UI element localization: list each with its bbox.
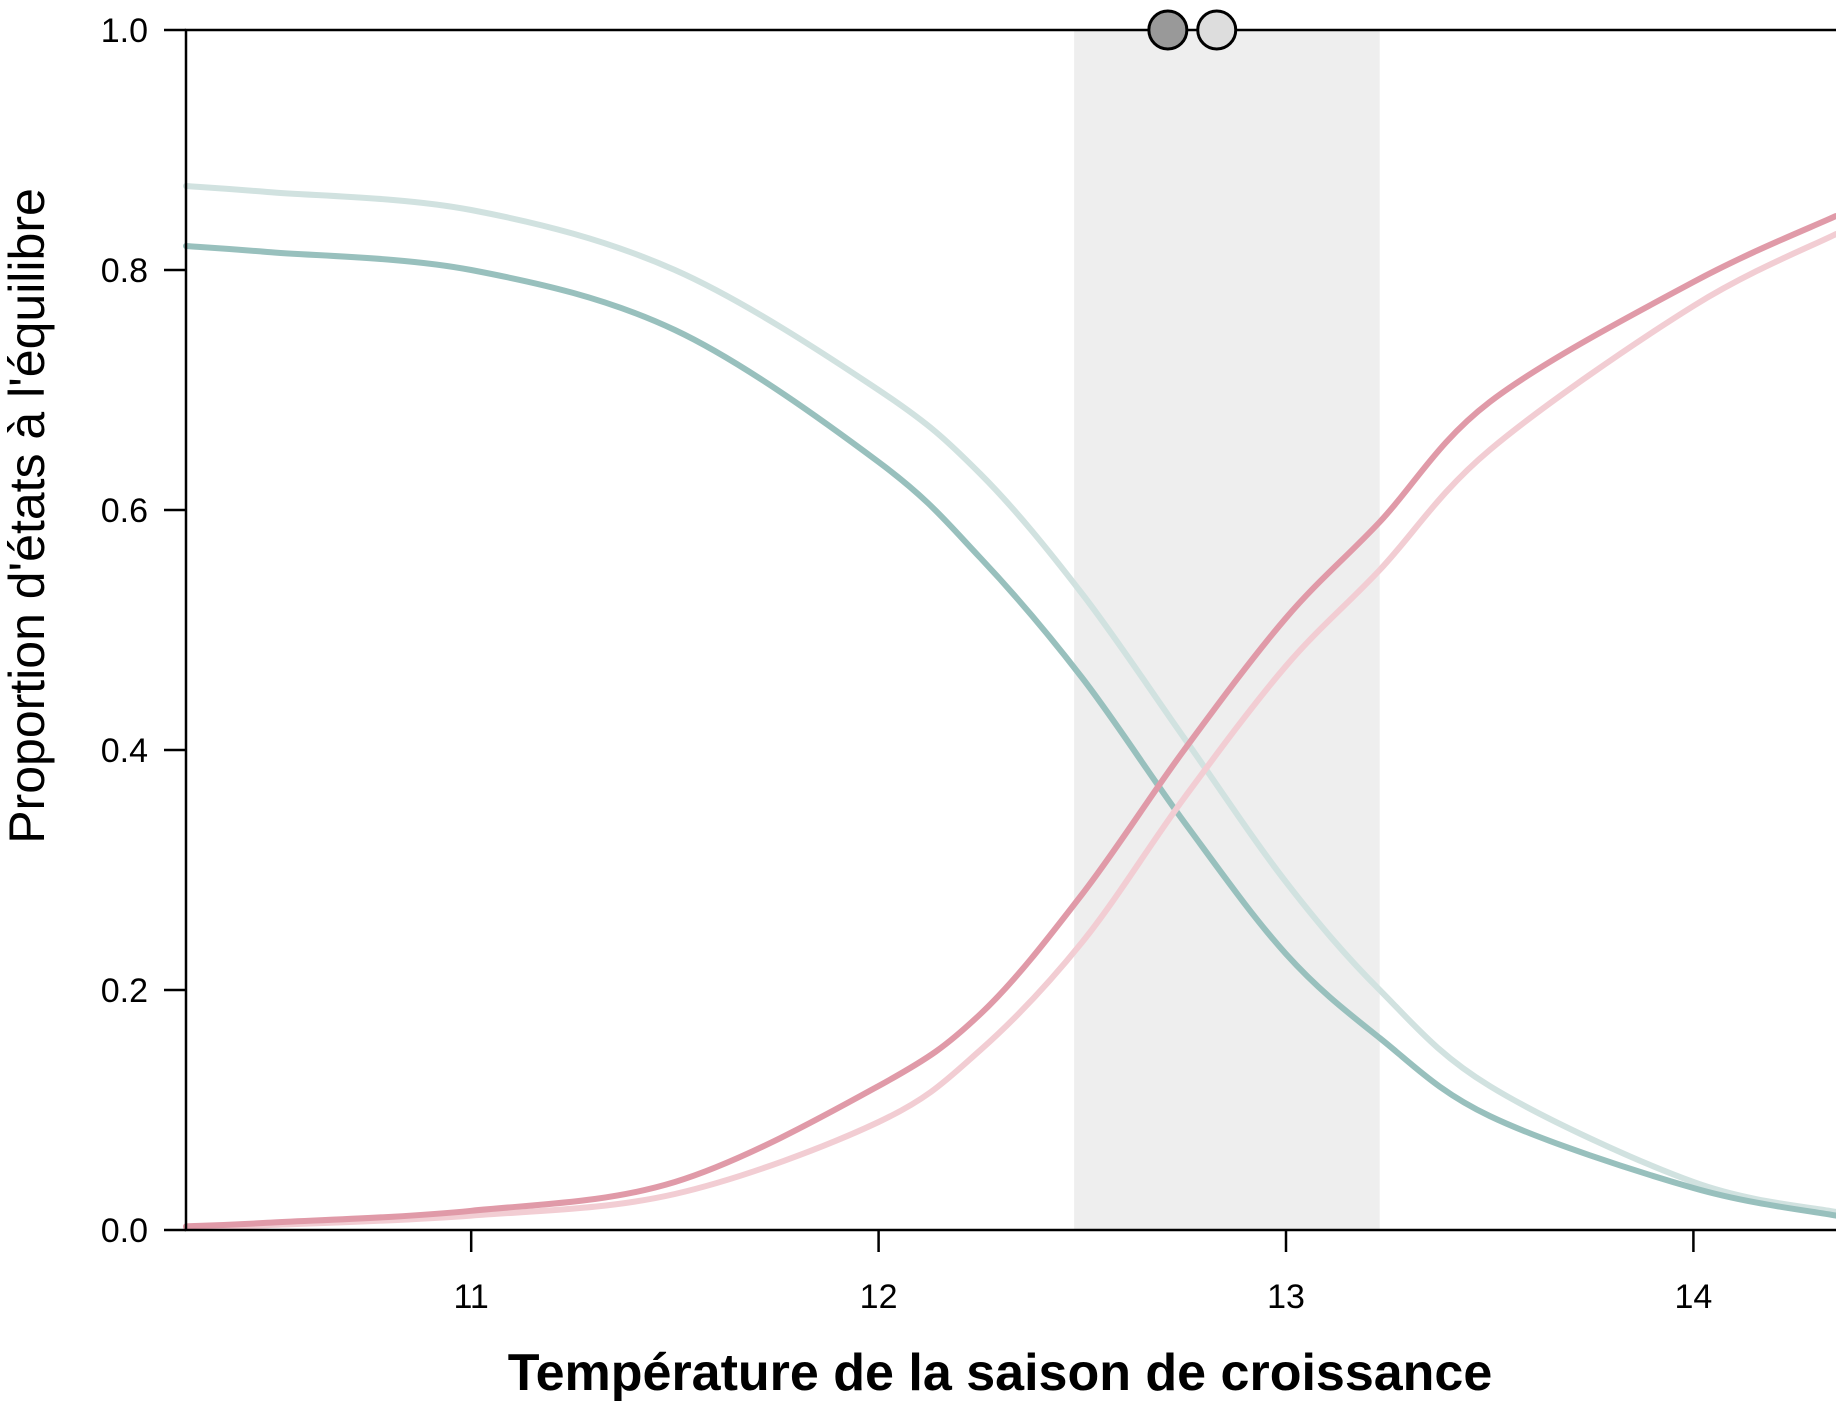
y-tick-label: 1.0 (101, 12, 148, 50)
y-tick-label: 0.4 (101, 732, 148, 770)
shaded-band-layer (1074, 30, 1380, 1230)
y-axis-title: Proportion d'états à l'équilibre (0, 188, 55, 844)
x-tick-label: 11 (454, 1278, 489, 1316)
marker-point-1 (1147, 9, 1189, 51)
x-axis-title: Température de la saison de croissance (508, 1344, 1493, 1402)
y-axis-ticks: 0.0 0.2 0.4 0.6 0.8 1.0 (101, 12, 186, 1250)
y-tick-label: 0.8 (101, 252, 148, 290)
series-line-2 (183, 243, 1836, 1219)
shaded-band (1074, 30, 1380, 1230)
series-line-4 (183, 213, 1836, 1230)
series-line-3 (183, 231, 1836, 1231)
series-layer (183, 183, 1836, 1231)
plot-frame (184, 28, 1836, 1232)
x-tick-label: 12 (860, 1278, 898, 1316)
y-tick-label: 0.6 (101, 492, 148, 530)
y-tick-label: 0.0 (101, 1212, 148, 1250)
marker-point-2 (1196, 9, 1238, 51)
x-tick-label: 13 (1267, 1278, 1305, 1316)
x-tick-label: 14 (1674, 1278, 1712, 1316)
y-tick-label: 0.2 (101, 972, 148, 1010)
x-axis-ticks: 11 12 13 14 (454, 1230, 1712, 1316)
point-layer (1147, 9, 1238, 51)
series-line-1 (183, 183, 1836, 1215)
